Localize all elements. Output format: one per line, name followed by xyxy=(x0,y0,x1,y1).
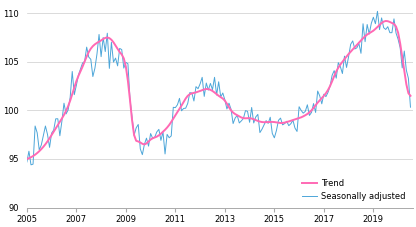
Seasonally adjusted xyxy=(336,61,341,64)
Seasonally adjusted xyxy=(109,41,114,44)
Trend xyxy=(25,158,30,160)
Line: Seasonally adjusted: Seasonally adjusted xyxy=(27,11,411,165)
Trend xyxy=(408,94,413,97)
Trend xyxy=(210,90,215,92)
Trend xyxy=(338,63,343,66)
Line: Trend: Trend xyxy=(27,21,411,159)
Legend: Trend, Seasonally adjusted: Trend, Seasonally adjusted xyxy=(300,176,409,203)
Seasonally adjusted xyxy=(278,117,283,119)
Seasonally adjusted xyxy=(375,10,380,13)
Trend xyxy=(39,148,44,151)
Trend xyxy=(107,37,112,39)
Seasonally adjusted xyxy=(25,161,30,163)
Seasonally adjusted xyxy=(340,72,345,75)
Seasonally adjusted xyxy=(28,163,33,166)
Seasonally adjusted xyxy=(212,76,217,79)
Seasonally adjusted xyxy=(408,106,413,109)
Trend xyxy=(334,70,339,73)
Trend xyxy=(383,20,388,22)
Seasonally adjusted xyxy=(41,134,46,137)
Trend xyxy=(276,121,281,124)
